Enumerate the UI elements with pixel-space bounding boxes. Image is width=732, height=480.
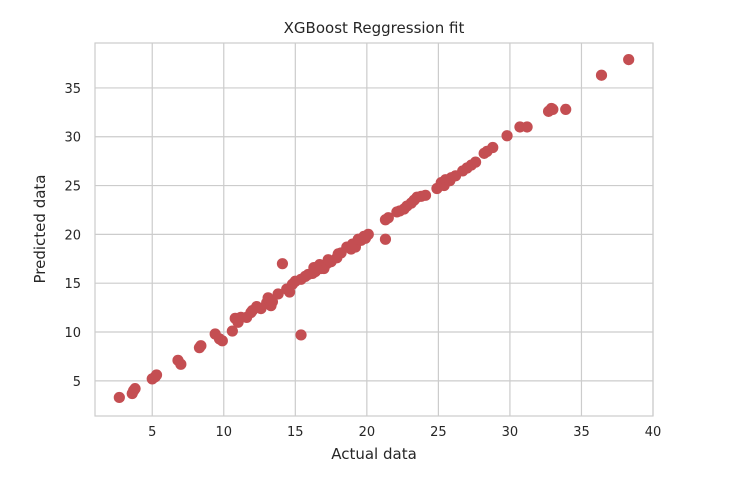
- data-point: [382, 212, 394, 224]
- x-tick-labels: 5 10 15 20 25 30 35 40: [148, 425, 661, 440]
- x-tick-label: 5: [148, 425, 156, 440]
- data-point: [226, 325, 238, 337]
- data-point: [266, 296, 279, 308]
- data-point: [379, 233, 392, 245]
- y-tick-label: 20: [64, 228, 81, 243]
- plot-frame: [94, 42, 654, 417]
- data-point: [521, 121, 533, 133]
- data-point: [195, 340, 207, 352]
- x-tick-label: 40: [645, 425, 662, 440]
- data-point: [150, 369, 163, 381]
- data-point: [547, 103, 559, 115]
- y-axis-title: Predicted data: [31, 175, 49, 284]
- data-point: [419, 189, 432, 201]
- data-point: [175, 358, 187, 370]
- data-point: [362, 228, 374, 240]
- y-tick-labels: 5 10 15 20 25 30 35: [64, 82, 81, 390]
- data-point: [276, 258, 289, 270]
- x-tick-label: 20: [359, 425, 376, 440]
- chart-title: XGBoost Reggression fit: [284, 19, 465, 37]
- x-tick-label: 30: [502, 425, 519, 440]
- y-tick-label: 35: [64, 82, 81, 97]
- data-point: [113, 391, 125, 404]
- y-tick-label: 10: [64, 326, 81, 341]
- x-tick-label: 25: [430, 425, 447, 440]
- data-points: [113, 53, 635, 404]
- x-axis-title: Actual data: [331, 445, 417, 463]
- x-tick-label: 10: [215, 425, 232, 440]
- x-tick-label: 35: [573, 425, 590, 440]
- data-point: [501, 130, 513, 142]
- data-point: [216, 335, 228, 347]
- data-point: [595, 69, 608, 81]
- y-tick-label: 5: [73, 375, 81, 390]
- data-point: [560, 103, 572, 115]
- data-point: [623, 53, 635, 66]
- data-point: [295, 329, 307, 341]
- data-point: [129, 383, 141, 395]
- data-point: [469, 156, 482, 168]
- y-tick-label: 30: [64, 131, 81, 146]
- y-tick-label: 15: [64, 277, 81, 292]
- x-tick-label: 15: [287, 425, 304, 440]
- data-point: [487, 141, 499, 154]
- data-point: [272, 288, 284, 300]
- y-tick-label: 25: [64, 180, 81, 195]
